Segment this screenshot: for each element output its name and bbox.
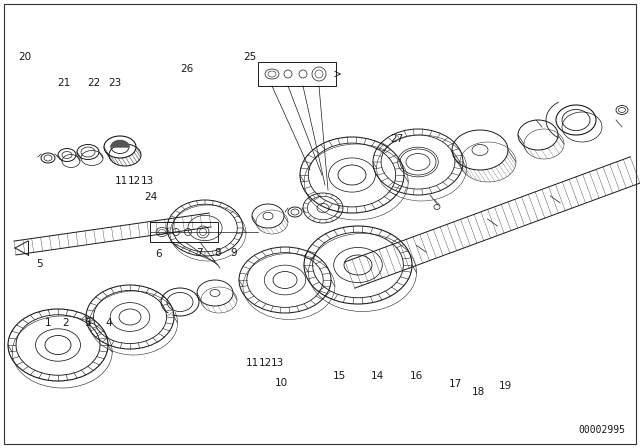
Text: 24: 24 xyxy=(144,192,157,202)
Text: 16: 16 xyxy=(410,371,422,381)
Bar xyxy=(258,62,336,86)
Text: 19: 19 xyxy=(499,381,512,391)
Text: 1: 1 xyxy=(45,318,51,327)
Text: 11: 11 xyxy=(115,177,128,186)
Text: 22: 22 xyxy=(88,78,100,88)
Text: 5: 5 xyxy=(36,259,43,269)
Text: 3: 3 xyxy=(84,318,91,327)
Text: 14: 14 xyxy=(371,371,384,381)
Text: 2: 2 xyxy=(63,318,69,327)
Text: 21: 21 xyxy=(58,78,70,88)
Text: 9: 9 xyxy=(230,248,237,258)
Polygon shape xyxy=(111,141,129,147)
Bar xyxy=(150,222,218,242)
Text: 7: 7 xyxy=(196,248,203,258)
Text: 12: 12 xyxy=(259,358,271,368)
Text: 25: 25 xyxy=(243,52,256,62)
Text: 6: 6 xyxy=(156,250,162,259)
Text: 10: 10 xyxy=(275,378,288,388)
Text: 00002995: 00002995 xyxy=(578,425,625,435)
Text: 4: 4 xyxy=(106,318,112,327)
Text: 13: 13 xyxy=(141,177,154,186)
Text: 15: 15 xyxy=(333,371,346,381)
Text: 23: 23 xyxy=(109,78,122,88)
Text: 18: 18 xyxy=(472,387,485,397)
Text: 26: 26 xyxy=(180,65,193,74)
Text: 11: 11 xyxy=(246,358,259,368)
Text: 27: 27 xyxy=(390,134,403,144)
Text: 20: 20 xyxy=(18,52,31,62)
Text: 12: 12 xyxy=(128,177,141,186)
Text: 13: 13 xyxy=(271,358,284,368)
Text: 17: 17 xyxy=(449,379,462,389)
Text: 8: 8 xyxy=(214,248,221,258)
